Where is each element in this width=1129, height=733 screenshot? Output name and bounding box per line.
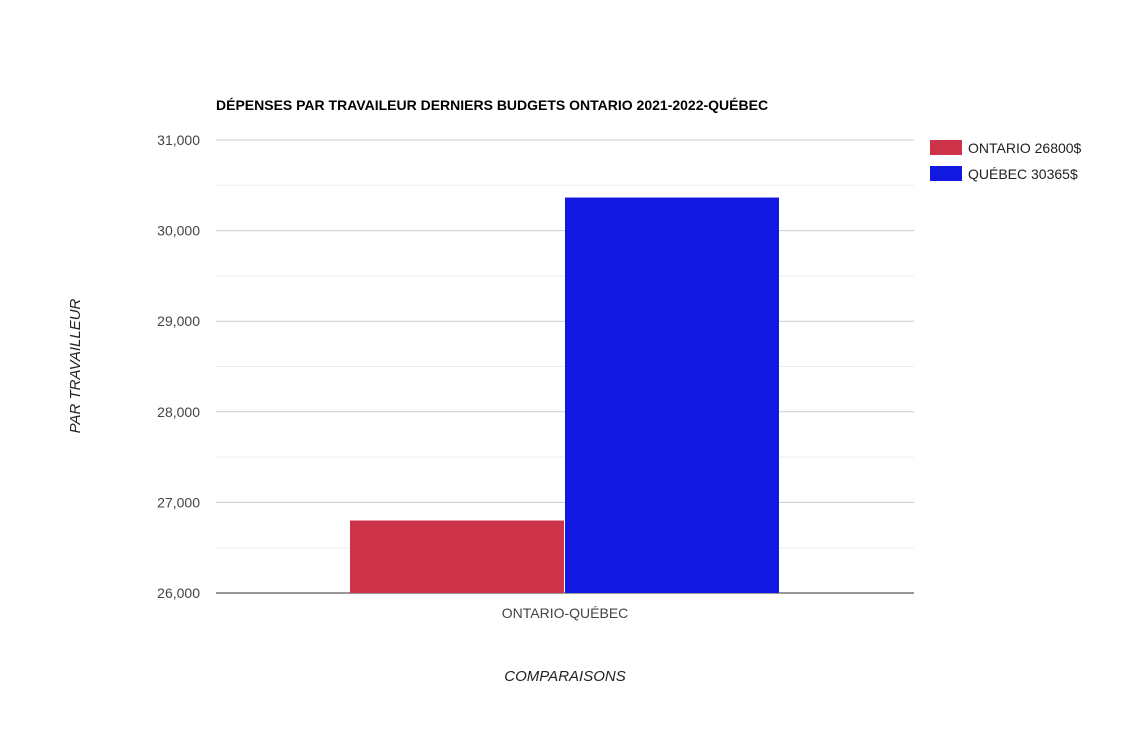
bar-ontario[interactable] (350, 520, 564, 593)
x-tick-label: ONTARIO-QUÉBEC (502, 605, 629, 621)
legend-swatch (930, 166, 962, 181)
y-tick-label: 27,000 (157, 494, 200, 510)
y-tick-label: 31,000 (157, 132, 200, 148)
x-axis-ticks: ONTARIO-QUÉBEC (502, 605, 629, 621)
legend: ONTARIO 26800$ QUÉBEC 30365$ (930, 140, 1082, 182)
y-tick-label: 26,000 (157, 585, 200, 601)
legend-label: ONTARIO 26800$ (968, 140, 1082, 156)
x-axis-title: COMPARAISONS (504, 668, 625, 685)
y-tick-label: 28,000 (157, 404, 200, 420)
y-axis-ticks: 26,000 27,000 28,000 29,000 30,000 31,000 (157, 132, 200, 601)
chart-title: DÉPENSES PAR TRAVAILEUR DERNIERS BUDGETS… (216, 97, 768, 113)
y-tick-label: 29,000 (157, 313, 200, 329)
y-axis-title: PAR TRAVAILLEUR (67, 298, 84, 433)
legend-label: QUÉBEC 30365$ (968, 166, 1078, 182)
bar-quebec[interactable] (565, 197, 779, 593)
y-tick-label: 30,000 (157, 223, 200, 239)
bars (350, 197, 779, 593)
legend-swatch (930, 140, 962, 155)
